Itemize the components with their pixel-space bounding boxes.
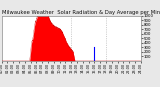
Text: Milwaukee Weather  Solar Radiation & Day Average per Minute W/m2 (Today): Milwaukee Weather Solar Radiation & Day … bbox=[2, 10, 160, 15]
